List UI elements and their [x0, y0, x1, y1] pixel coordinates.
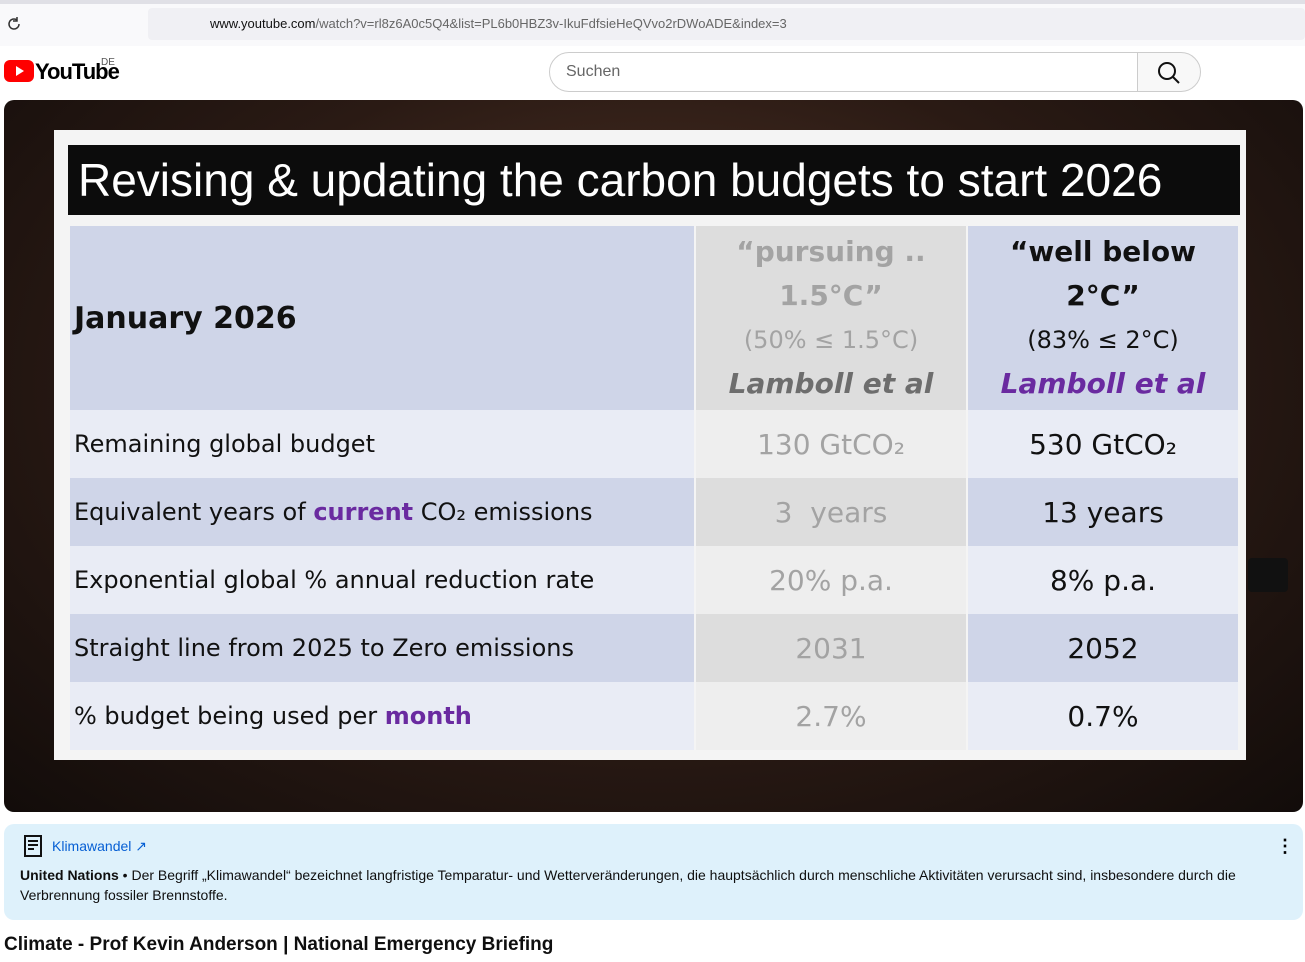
row-label-part: current [313, 498, 414, 526]
info-icon [24, 835, 42, 857]
topic: Klimawandel [52, 838, 132, 854]
header-line: (50% ≤ 1.5°C) [743, 326, 919, 354]
header-label: January 2026 [70, 226, 694, 410]
table-row: Exponential global % annual reduction ra… [70, 546, 1238, 614]
row-label-part: Exponential global % annual reduction ra… [74, 566, 595, 594]
reload-icon[interactable] [6, 16, 22, 32]
row-label-part: CO₂ emissions [413, 498, 593, 526]
row-label-part: Remaining global budget [74, 430, 375, 458]
row-value: 130 GtCO₂ [696, 410, 966, 478]
row-label: Remaining global budget [70, 410, 694, 478]
table-row: % budget being used per month 2.7% 0.7% [70, 682, 1238, 750]
logo[interactable]: YouTube [35, 59, 120, 84]
value-text: 2052 [1067, 631, 1139, 665]
header-cell: “pursuing .. 1.5°C” (50% ≤ 1.5°C) Lamboll e… [696, 226, 966, 410]
info-text: United Nations • Der Begriff „Klimawande… [20, 867, 1236, 903]
value-text: 2.7% [795, 699, 867, 733]
address-bar[interactable]: www.youtube.com/watch?v=rl8z6A0c5Q4&list… [148, 8, 1305, 40]
row-value: 8% p.a. [968, 546, 1238, 614]
region: DE [101, 57, 115, 68]
search-icon [1158, 62, 1180, 84]
header-line: “pursuing .. [736, 235, 926, 268]
header-label-text: January 2026 [74, 300, 297, 336]
row-value: 2031 [696, 614, 966, 682]
row-value: 20% p.a. [696, 546, 966, 614]
value-text: 20% p.a. [769, 563, 893, 597]
miniplayer-button[interactable] [1248, 558, 1288, 592]
table-row: Equivalent years of current CO₂ emission… [70, 478, 1238, 546]
value-text: 530 GtCO₂ [1029, 427, 1177, 461]
row-value: 2052 [968, 614, 1238, 682]
header-row: January 2026 “pursuing .. 1.5°C” (50% ≤ 1.5… [70, 226, 1238, 410]
value-text: 8% p.a. [1049, 563, 1157, 597]
budget-table: January 2026 “pursuing .. 1.5°C” (50% ≤ 1.5… [68, 226, 1240, 750]
search-button[interactable] [1137, 52, 1201, 92]
row-label-part: % budget being used per [74, 702, 385, 730]
row-label: Equivalent years of current CO₂ emission… [70, 478, 694, 546]
header-line: (83% ≤ 2°C) [1027, 326, 1179, 354]
search-placeholder: Suchen [566, 63, 621, 80]
url: www.youtube.com/watch?v=rl8z6A0c5Q4&list… [210, 16, 787, 31]
value-text: 2031 [795, 631, 867, 665]
row-label-part: Straight line from 2025 to Zero emission… [74, 634, 574, 662]
value-text: 13 years [1042, 495, 1164, 529]
value-text: 0.7% [1067, 699, 1139, 733]
description: Der Begriff „Klimawandel“ bezeichnet lan… [20, 867, 1236, 903]
header-line: Lamboll et al [728, 367, 934, 400]
row-value: 0.7% [968, 682, 1238, 750]
row-label: Exponential global % annual reduction ra… [70, 546, 694, 614]
row-label: % budget being used per month [70, 682, 694, 750]
row-label-part: month [384, 702, 472, 730]
slide: Revising & updating the carbon budgets t… [54, 130, 1246, 760]
header-cell: “well below 2°C” (83% ≤ 2°C) Lamboll et al [968, 226, 1238, 410]
table-row: Remaining global budget 130 GtCO₂ 530 GtCO… [70, 410, 1238, 478]
video-title: Climate - Prof Kevin Anderson | National… [4, 934, 554, 955]
value-text: 130 GtCO₂ [757, 427, 905, 461]
topic-link[interactable]: Klimawandel ↗ [52, 838, 147, 854]
table-row: Straight line from 2025 to Zero emission… [70, 614, 1238, 682]
youtube-logo-icon[interactable] [4, 60, 34, 82]
row-value: 2.7% [696, 682, 966, 750]
slide-title: Revising & updating the carbon budgets t… [68, 145, 1240, 215]
more-button[interactable]: ⋮ [1276, 836, 1294, 856]
row-value: 530 GtCO₂ [968, 410, 1238, 478]
source: United Nations [20, 867, 119, 883]
row-value: 3 years [696, 478, 966, 546]
header-line: 1.5°C” [779, 279, 883, 312]
video-player[interactable]: Revising & updating the carbon budgets t… [4, 100, 1303, 812]
header-line: “well below 2°C” [1010, 235, 1196, 312]
value-text: 3 years [774, 495, 888, 529]
header-line: Lamboll et al [1000, 367, 1206, 400]
row-value: 13 years [968, 478, 1238, 546]
row-label-part: Equivalent years of [74, 498, 314, 526]
search-box[interactable]: Suchen [549, 52, 1139, 92]
row-label: Straight line from 2025 to Zero emission… [70, 614, 694, 682]
info-panel: Klimawandel ↗ ⋮ United Nations • Der Beg… [4, 824, 1303, 920]
